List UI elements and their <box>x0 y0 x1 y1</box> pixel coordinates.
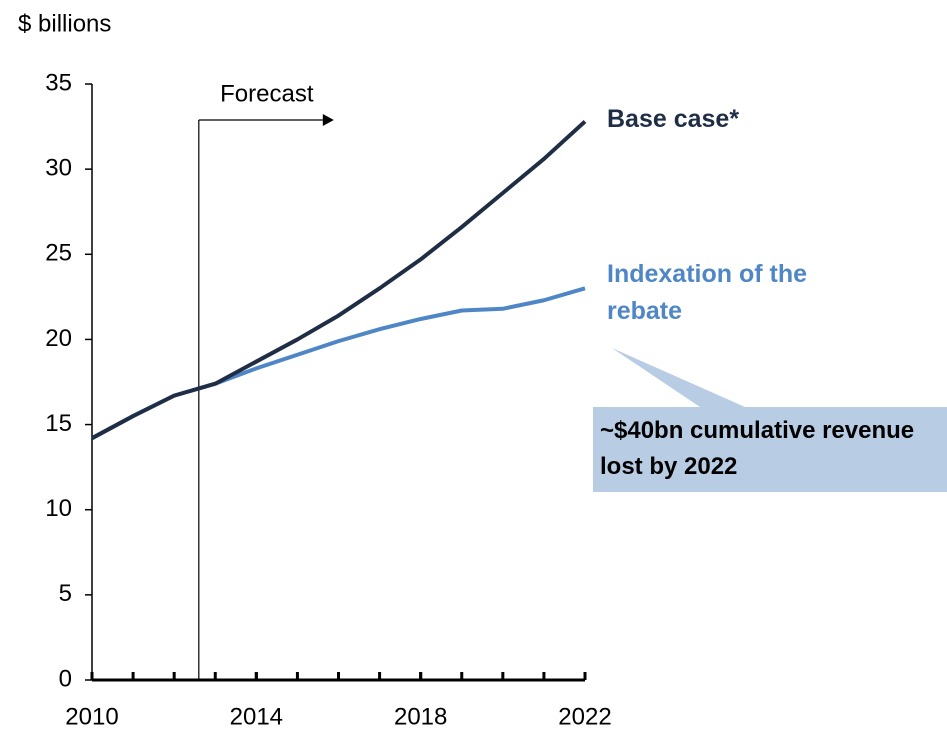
y-tick-label: 20 <box>45 325 72 352</box>
x-tick-label: 2010 <box>65 703 118 730</box>
y-tick-label: 25 <box>45 240 72 267</box>
y-tick-label: 35 <box>45 69 72 96</box>
x-tick-label: 2014 <box>230 703 283 730</box>
x-tick-label: 2018 <box>394 703 447 730</box>
y-tick-label: 5 <box>59 580 72 607</box>
x-tick-label: 2022 <box>558 703 611 730</box>
series-label: Indexation of the rebate <box>607 260 807 325</box>
series-line <box>91 286 586 440</box>
series-label: Base case* <box>607 105 740 133</box>
callout-box <box>593 348 947 492</box>
arrow-head <box>322 114 334 126</box>
forecast-label: Forecast <box>220 80 314 107</box>
callout-text: ~$40bn cumulative revenue lost by 2022 <box>600 417 915 480</box>
series-line <box>91 119 587 440</box>
y-tick-label: 15 <box>45 410 72 437</box>
y-axis-label: $ billions <box>18 10 111 37</box>
y-tick-label: 10 <box>45 495 72 522</box>
y-tick-label: 30 <box>45 154 72 181</box>
y-tick-label: 0 <box>59 665 72 692</box>
